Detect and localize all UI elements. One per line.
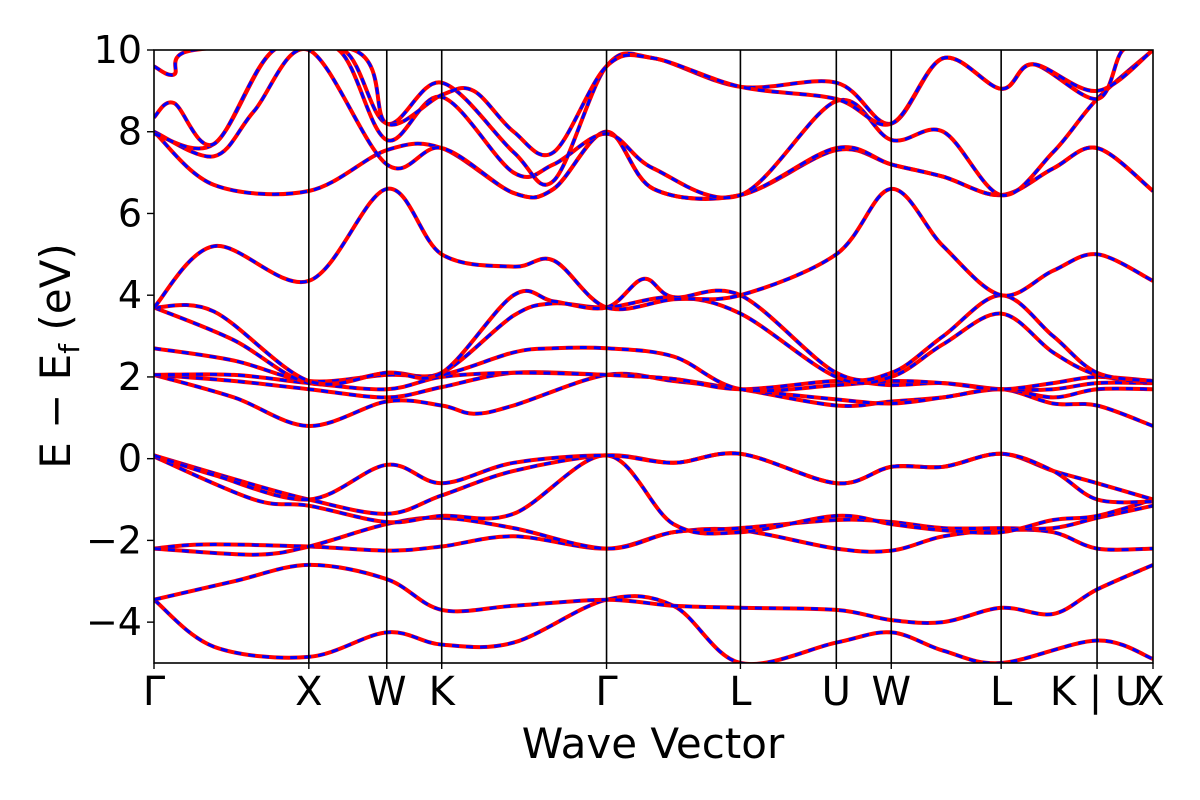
plot-frame [153,49,1154,664]
x-axis-label: Wave Vector [522,719,785,768]
band-10-dashed-line [154,371,1153,392]
plot-background [154,50,1153,663]
band-7-dashed-line [154,451,1153,504]
band-12-dashed-line [154,295,1153,386]
y-tick-label-6: 6 [118,191,142,235]
x-tick-label-7: U [822,669,851,715]
x-tick-label-4: K [429,669,457,715]
symmetry-lines [308,50,1098,663]
y-tick-label-5: 4 [118,273,142,317]
x-tick-label-8: W [871,669,911,715]
y-tick-label-8: 10 [94,28,142,72]
x-tick-label-1: Γ [143,669,166,715]
band-2-dashed-line [154,563,1153,625]
y-tick-label-2: −2 [86,518,142,562]
x-tick-label-5: Γ [595,669,618,715]
y-axis-label-gap [31,331,80,344]
y-axis-label-main: E − E [31,354,80,469]
band-11-dashed-line [154,346,1153,393]
x-tick-label-2: X [295,669,322,715]
svg-text:E − Ef (eV): E − Ef (eV) [31,243,86,469]
x-tick-label-6: L [729,669,752,715]
x-tick-label-11: X [1137,669,1164,715]
y-axis-label-subscript: f [53,343,86,354]
x-tick-label-3: W [367,669,407,715]
y-axis-label: E − Ef (eV) [31,243,86,469]
band-14-dashed-line [154,187,1153,311]
y-tick-label-7: 8 [118,110,142,154]
y-tick-label-4: 2 [118,355,142,399]
y-tick-label-1: −4 [86,600,142,644]
y-tick-label-3: 0 [118,437,142,481]
x-tick-label-10: K | U [1050,669,1144,715]
x-tick-label-9: L [990,669,1013,715]
y-axis: −4 −2 0 2 4 6 8 10 [86,28,154,644]
band-5-dashed-line [154,453,1153,536]
y-axis-label-unit: (eV) [31,243,80,330]
